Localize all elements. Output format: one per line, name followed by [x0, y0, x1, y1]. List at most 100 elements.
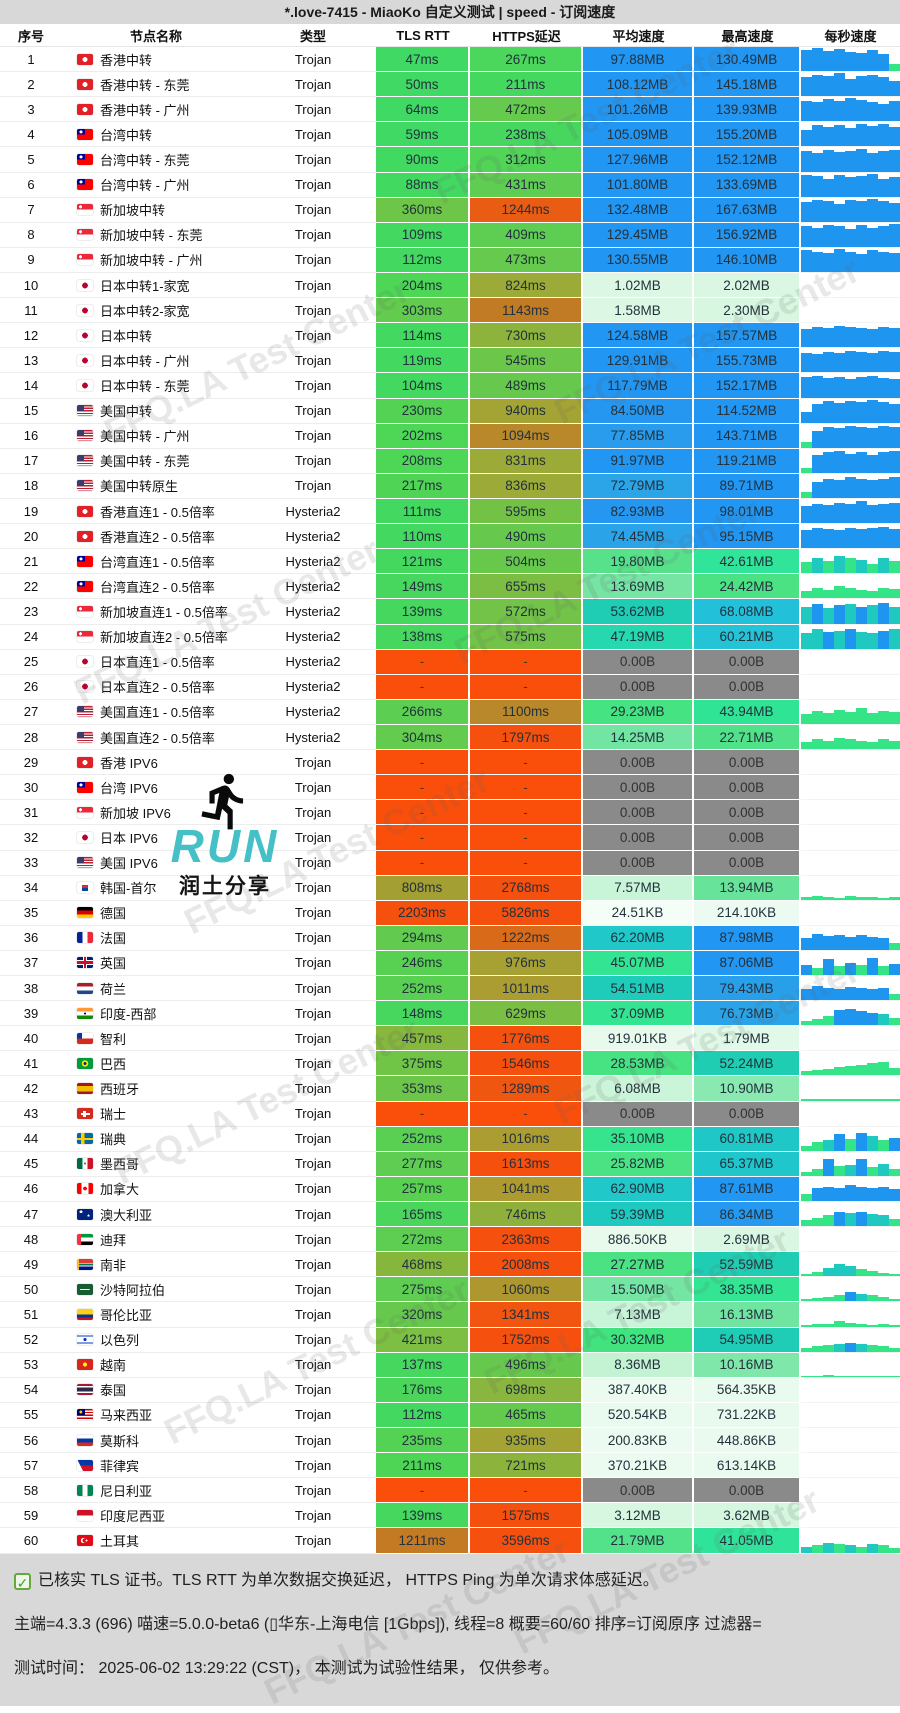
node-name: 南非	[100, 1257, 127, 1273]
per-second-speed-graph	[801, 323, 900, 349]
speed-bar	[823, 252, 834, 272]
node-protocol-type: Trojan	[250, 1202, 376, 1228]
speed-bar	[834, 73, 845, 97]
node-protocol-type: Trojan	[250, 1403, 376, 1429]
tls-rtt-cell: 353ms	[376, 1076, 470, 1102]
node-name: 美国直连1 - 0.5倍率	[100, 705, 215, 721]
speed-bar	[878, 587, 889, 599]
speed-bar	[856, 740, 867, 750]
https-latency-cell: 1143ms	[470, 298, 583, 324]
speed-bar	[878, 965, 889, 976]
speed-bar	[878, 76, 889, 97]
speed-bar	[834, 1295, 845, 1302]
per-second-speed-graph	[801, 1177, 900, 1203]
speed-bar	[878, 123, 889, 147]
avg-speed-cell: 127.96MB	[583, 147, 694, 173]
max-speed-cell: 65.37MB	[694, 1151, 801, 1177]
https-latency-cell: 238ms	[470, 122, 583, 148]
speed-bar	[845, 177, 856, 197]
tls-rtt-cell: 137ms	[376, 1352, 470, 1378]
node-name-cell: 法国	[62, 926, 250, 951]
https-latency-cell: 1776ms	[470, 1026, 583, 1052]
node-name: 日本中转2-家宽	[100, 303, 190, 319]
node-protocol-type: Trojan	[250, 1152, 376, 1177]
https-latency-cell: 431ms	[470, 172, 583, 198]
row-index: 51	[0, 1302, 62, 1328]
https-latency-cell: 545ms	[470, 348, 583, 374]
node-name-cell: 美国中转 - 广州	[62, 424, 250, 449]
speed-bar	[867, 74, 878, 97]
https-latency-cell: 698ms	[470, 1377, 583, 1403]
tls-rtt-cell: -	[376, 800, 470, 826]
node-name-cell: 荷兰	[62, 976, 250, 1002]
avg-speed-cell: 919.01KB	[583, 1026, 694, 1052]
run-watermark-logo: RUN 润土分享	[150, 770, 300, 900]
speed-bar	[845, 1185, 856, 1202]
speed-bar	[867, 102, 878, 122]
row-index: 22	[0, 574, 62, 600]
per-second-speed-graph	[801, 775, 900, 801]
https-latency-cell: 472ms	[470, 97, 583, 123]
row-index: 34	[0, 876, 62, 901]
country-flag-icon-in	[77, 1007, 93, 1019]
row-index: 54	[0, 1378, 62, 1403]
row-index: 7	[0, 198, 62, 223]
speed-bar	[889, 606, 900, 624]
node-name: 土耳其	[100, 1534, 140, 1549]
speed-bar	[812, 1168, 823, 1176]
tls-rtt-cell: 230ms	[376, 398, 470, 424]
table-row: 51 哥伦比亚 Trojan 320ms 1341ms 7.13MB 16.13MB	[0, 1302, 900, 1328]
node-protocol-type: Hysteria2	[250, 625, 376, 650]
row-index: 48	[0, 1227, 62, 1253]
speed-bar	[801, 1020, 812, 1026]
node-protocol-type: Trojan	[250, 147, 376, 173]
speed-bar	[801, 1071, 812, 1076]
https-latency-cell: 721ms	[470, 1453, 583, 1479]
max-speed-cell: 155.20MB	[694, 122, 801, 148]
table-row: 11 日本中转2-家宽 Trojan 303ms 1143ms 1.58MB 2.30MB	[0, 298, 900, 324]
speed-bar	[823, 1215, 834, 1227]
speed-bar	[845, 587, 856, 599]
speed-bar	[867, 591, 878, 599]
speed-bar	[801, 329, 812, 348]
speed-bar	[889, 328, 900, 348]
speed-bar	[812, 934, 823, 950]
node-name: 澳大利亚	[100, 1207, 153, 1223]
per-second-speed-graph	[801, 1403, 900, 1429]
country-flag-icon-jp	[77, 304, 93, 316]
speed-bar	[801, 468, 812, 473]
https-latency-cell: 730ms	[470, 323, 583, 349]
node-name: 香港中转 - 东莞	[100, 77, 190, 93]
node-name-cell: 土耳其	[62, 1528, 250, 1554]
row-index: 15	[0, 399, 62, 424]
per-second-speed-graph	[801, 1202, 900, 1228]
max-speed-cell: 76.73MB	[694, 1001, 801, 1027]
speed-bar	[823, 201, 834, 222]
row-index: 12	[0, 323, 62, 349]
speed-bar	[834, 1187, 845, 1202]
speed-bar	[889, 1298, 900, 1302]
table-row: 48 迪拜 Trojan 272ms 2363ms 886.50KB 2.69MB	[0, 1227, 900, 1253]
https-latency-cell: -	[470, 1478, 583, 1504]
speed-bar	[834, 48, 845, 72]
tls-rtt-cell: 275ms	[376, 1277, 470, 1303]
avg-speed-cell: 62.20MB	[583, 925, 694, 951]
speed-bar	[845, 128, 856, 147]
per-second-speed-graph	[801, 876, 900, 901]
speed-bar	[889, 589, 900, 599]
table-row: 8 新加坡中转 - 东莞 Trojan 109ms 409ms 129.45MB 156.9…	[0, 222, 900, 248]
speed-bar	[889, 1218, 900, 1227]
speed-bar	[878, 1139, 889, 1151]
speed-bar	[823, 401, 834, 423]
node-name: 荷兰	[100, 981, 127, 997]
tls-rtt-cell: 320ms	[376, 1302, 470, 1328]
per-second-speed-graph	[801, 147, 900, 173]
speed-bar	[834, 586, 845, 599]
speed-bar	[801, 714, 812, 724]
node-name-cell: 尼日利亚	[62, 1478, 250, 1504]
speed-bar	[856, 1011, 867, 1026]
max-speed-cell: 0.00B	[694, 1101, 801, 1127]
avg-speed-cell: 91.97MB	[583, 448, 694, 474]
speed-bar	[845, 1291, 856, 1302]
per-second-speed-graph	[801, 1127, 900, 1152]
